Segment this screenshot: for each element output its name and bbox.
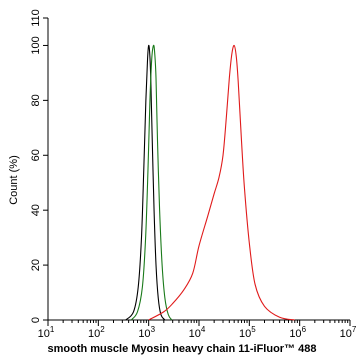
x-tick-exponent: 7 <box>352 325 357 334</box>
x-tick-label: 103 <box>138 325 155 340</box>
y-tick-label: 100 <box>30 36 42 54</box>
x-tick-base: 10 <box>289 328 301 340</box>
x-tick-exponent: 5 <box>251 325 256 334</box>
series-layer <box>125 44 295 321</box>
x-tick-label: 104 <box>189 325 206 340</box>
x-tick-base: 10 <box>189 328 201 340</box>
y-tick-label: 60 <box>30 149 42 161</box>
x-tick-base: 10 <box>38 328 50 340</box>
x-tick-label: 102 <box>88 325 105 340</box>
x-tick-base: 10 <box>88 328 100 340</box>
y-axis: 0 20 40 60 80 100 110 <box>30 9 48 323</box>
y-tick-label: 0 <box>30 317 42 323</box>
x-tick-exponent: 4 <box>201 325 206 334</box>
x-tick-base: 10 <box>340 328 352 340</box>
x-tick-base: 10 <box>138 328 150 340</box>
x-tick-label: 105 <box>239 325 256 340</box>
series-line-0 <box>125 44 166 321</box>
series-line-2 <box>148 44 295 321</box>
x-tick-label: 106 <box>289 325 306 340</box>
x-tick-exponent: 3 <box>151 325 156 334</box>
x-tick-exponent: 1 <box>50 325 55 334</box>
y-tick-label: 20 <box>30 259 42 271</box>
x-tick-exponent: 6 <box>302 325 307 334</box>
y-tick-label: 110 <box>30 9 42 27</box>
x-axis: 101 102 103 104 105 106 107 <box>38 320 357 340</box>
x-tick-base: 10 <box>239 328 251 340</box>
x-axis-title: smooth muscle Myosin heavy chain 11-iFlu… <box>48 343 317 355</box>
y-axis-title: Count (%) <box>8 155 20 205</box>
x-tick-label: 107 <box>340 325 357 340</box>
y-tick-label: 40 <box>30 204 42 216</box>
series-line-1 <box>130 44 173 321</box>
x-tick-label: 101 <box>38 325 55 340</box>
x-tick-exponent: 2 <box>100 325 105 334</box>
plot-frame <box>47 18 350 326</box>
y-tick-label: 80 <box>30 94 42 106</box>
